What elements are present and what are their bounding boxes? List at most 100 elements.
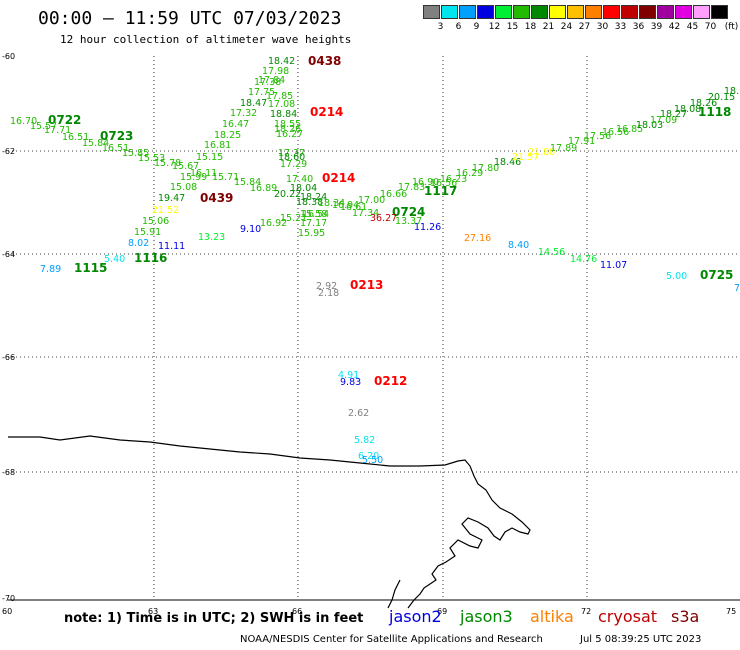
wave-height-value: 18.27 — [660, 109, 687, 120]
pass-time-label: 0438 — [308, 54, 341, 68]
wave-height-value: 11.11 — [158, 241, 185, 252]
longitude-tick-label: 63 — [148, 607, 158, 616]
legend-label: 36 — [632, 22, 645, 32]
legend-swatch — [441, 5, 458, 19]
wave-height-value: 7.89 — [40, 264, 61, 275]
wave-height-value: 17.80 — [472, 163, 499, 174]
wave-height-value: 15.71 — [212, 172, 239, 183]
wave-height-value: 18.26 — [274, 124, 301, 135]
wave-height-value: 16.29 — [456, 168, 483, 179]
wave-height-value: 17.00 — [358, 195, 385, 206]
wave-height-value: 18.34 — [318, 198, 345, 209]
legend-label: 45 — [686, 22, 699, 32]
wave-height-value: 9.10 — [240, 224, 261, 235]
mission-name: altika — [530, 607, 574, 626]
wave-height-value: 18.46 — [494, 157, 521, 168]
wave-height-value: 14.56 — [538, 247, 565, 258]
legend-swatch — [567, 5, 584, 19]
pass-time-label: 1116 — [134, 251, 167, 265]
legend-swatch — [585, 5, 602, 19]
mission-name: jason2 — [389, 607, 442, 626]
wave-height-value: 21.52 — [152, 205, 179, 216]
wave-height-value: 15.53 — [138, 153, 165, 164]
wave-height-value: 18.38 — [296, 197, 323, 208]
legend-label: 18 — [524, 22, 537, 32]
pass-time-label: 0214 — [322, 171, 355, 185]
wave-height-value: 17.71 — [44, 125, 71, 136]
latitude-tick-label: -62 — [2, 147, 15, 156]
wave-height-value: 16.51 — [102, 143, 129, 154]
wave-height-value: 18.47 — [240, 98, 267, 109]
map-title: 00:00 – 11:59 UTC 07/03/2023 — [38, 8, 342, 29]
legend-swatch — [477, 5, 494, 19]
wave-height-value: 21.80 — [528, 147, 555, 158]
credit-line: NOAA/NESDIS Center for Satellite Applica… — [240, 634, 543, 645]
legend-swatch — [549, 5, 566, 19]
pass-time-label: 0439 — [200, 191, 233, 205]
mission-name: jason3 — [460, 607, 513, 626]
wave-height-value: 15.15 — [196, 152, 223, 163]
legend-label: 33 — [614, 22, 627, 32]
wave-height-value: 11.26 — [414, 222, 441, 233]
wave-height-value: 5.50 — [362, 455, 383, 466]
legend-label: 24 — [560, 22, 573, 32]
wave-height-value: 13.37 — [395, 216, 422, 227]
wave-height-value: 18.42 — [268, 56, 295, 67]
legend-label: 42 — [668, 22, 681, 32]
wave-height-value: 16.11 — [190, 168, 217, 179]
legend-swatch — [711, 5, 728, 19]
wave-height-value: 17.29 — [280, 159, 307, 170]
wave-height-value: 7 — [734, 283, 740, 294]
legend-label: 6 — [455, 22, 462, 32]
legend-swatch — [423, 5, 440, 19]
wave-height-value: 16.27 — [276, 129, 303, 140]
longitude-tick-label: 75 — [726, 607, 736, 616]
legend-swatch — [459, 5, 476, 19]
wave-height-value: 21.57 — [512, 152, 539, 163]
wave-height-value: 18.60 — [278, 152, 305, 163]
mission-name: cryosat — [598, 607, 658, 626]
wave-height-value: 4.91 — [338, 370, 359, 381]
wave-height-value: 15.08 — [170, 182, 197, 193]
wave-height-legend: 3 6 9 12 15 18 21 24 27 30 33 36 39 42 45 70 (ft) — [423, 5, 738, 35]
wave-height-value: 15.78 — [154, 158, 181, 169]
wave-height-value: 15.91 — [134, 227, 161, 238]
wave-height-value: 18.24 — [300, 192, 327, 203]
wave-height-value: 16.51 — [62, 132, 89, 143]
generated-timestamp: Jul 5 08:39:25 UTC 2023 — [580, 634, 702, 645]
legend-label: 39 — [650, 22, 663, 32]
wave-height-value: 18.55 — [274, 119, 301, 130]
wave-height-value: 18.03 — [636, 120, 663, 131]
legend-swatch — [531, 5, 548, 19]
legend-swatch — [513, 5, 530, 19]
legend-swatch — [639, 5, 656, 19]
wave-height-value: 2.92 — [316, 281, 337, 292]
latitude-tick-label: -66 — [2, 353, 15, 362]
lat-lon-grid — [8, 56, 740, 601]
wave-height-value: 15.84 — [234, 177, 261, 188]
legend-label: 9 — [473, 22, 480, 32]
wave-height-value: 17.34 — [352, 208, 379, 219]
wave-height-value: 13.23 — [198, 232, 225, 243]
legend-swatch — [603, 5, 620, 19]
pass-time-label: 0722 — [48, 113, 81, 127]
legend-unit: (ft) — [724, 22, 739, 32]
wave-height-value: 17.84 — [258, 75, 285, 86]
wave-height-value: 15.99 — [180, 172, 207, 183]
wave-height-value: 16.56 — [430, 178, 457, 189]
mission-name: s3a — [671, 607, 700, 626]
pass-time-label: 0723 — [100, 129, 133, 143]
longitude-tick-label: 72 — [581, 607, 591, 616]
wave-height-value: 17.09 — [650, 115, 677, 126]
legend-label: 3 — [437, 22, 444, 32]
wave-height-value: 16.23 — [440, 174, 467, 185]
pass-time-label: 1117 — [424, 184, 457, 198]
latitude-tick-label: -70 — [2, 594, 15, 603]
wave-height-value: 14.76 — [570, 254, 597, 265]
footer-note: note: 1) Time is in UTC; 2) SWH is in fe… — [64, 611, 364, 626]
wave-height-value: 17.40 — [286, 174, 313, 185]
legend-swatch — [621, 5, 638, 19]
pass-time-label: 0212 — [374, 374, 407, 388]
wave-height-value: 9.83 — [340, 377, 361, 388]
